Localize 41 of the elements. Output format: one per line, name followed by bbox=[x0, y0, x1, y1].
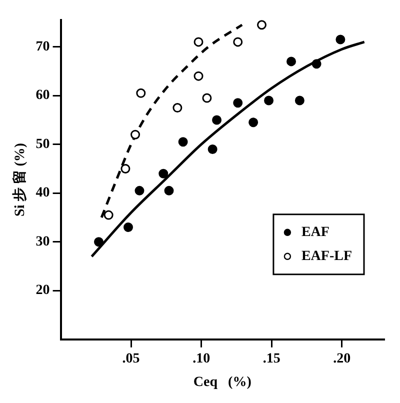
x-tick-label: .20 bbox=[333, 351, 351, 366]
point bbox=[134, 186, 144, 196]
y-tick-label: 30 bbox=[36, 234, 50, 250]
point bbox=[264, 96, 274, 106]
point bbox=[312, 59, 322, 69]
legend-label: EAF-LF bbox=[301, 249, 352, 264]
line-series bbox=[100, 24, 244, 219]
point bbox=[120, 164, 130, 174]
point bbox=[94, 237, 104, 247]
line-series bbox=[90, 40, 366, 258]
y-tick-label: 70 bbox=[36, 39, 50, 54]
legend-label: EAF bbox=[301, 225, 330, 240]
point bbox=[130, 130, 140, 140]
y-tick-label: 60 bbox=[36, 88, 50, 104]
point bbox=[178, 137, 188, 147]
point bbox=[233, 37, 243, 47]
point bbox=[336, 34, 346, 44]
y-tick-label: 50 bbox=[36, 136, 50, 152]
point bbox=[164, 186, 174, 196]
point bbox=[194, 71, 204, 81]
y-tick-label: 40 bbox=[36, 186, 50, 201]
point bbox=[212, 115, 222, 125]
x-axis-title: Ceq (%) bbox=[193, 375, 252, 390]
point bbox=[208, 144, 218, 154]
point bbox=[233, 98, 243, 108]
point bbox=[256, 20, 266, 30]
point bbox=[194, 37, 204, 47]
point bbox=[294, 96, 304, 106]
x-tick-label: .15 bbox=[262, 351, 280, 366]
y-axis-title: Si 步 留 (%) bbox=[12, 142, 28, 216]
point bbox=[286, 56, 296, 66]
y-tick-label: 20 bbox=[36, 283, 50, 298]
point bbox=[124, 222, 133, 232]
point bbox=[104, 210, 114, 220]
x-tick-label: .10 bbox=[192, 351, 210, 366]
point bbox=[248, 118, 258, 128]
point bbox=[136, 88, 146, 98]
point bbox=[172, 103, 182, 113]
x-tick-label: .05 bbox=[122, 351, 140, 366]
point bbox=[202, 93, 212, 103]
point bbox=[158, 168, 168, 178]
